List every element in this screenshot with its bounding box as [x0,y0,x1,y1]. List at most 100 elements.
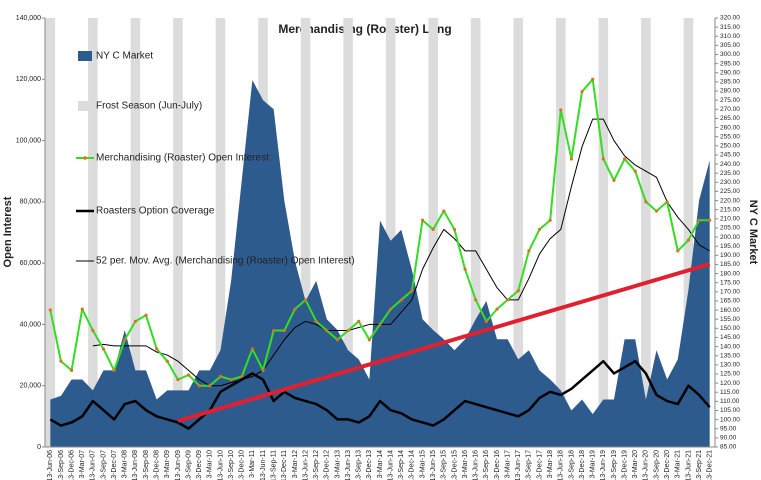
x-tick-label: 13-Dec-09 [196,450,203,480]
y2-tick-label: 235.00 [720,170,740,177]
marker [59,359,63,363]
y-tick-label: 40,000 [20,321,42,328]
marker [410,289,414,293]
x-tick-label: 13-Jun-08 [132,450,139,480]
legend-entry: Merchandising (Roaster) Open Interest [76,153,269,164]
x-tick-label: 13-Dec-19 [621,450,628,480]
marker [452,227,457,232]
y-tick-label: 140,000 [16,15,41,22]
frost-band [45,18,56,447]
legend-swatch [78,51,92,61]
x-tick-label: 13-Sep-21 [696,450,703,480]
x-tick-label: 13-Jun-16 [473,450,480,480]
marker [484,319,488,323]
marker [623,157,627,161]
x-tick-label: 13-Jun-19 [600,450,607,480]
marker [431,227,435,232]
x-tick-label: 3-Mar-11 [249,450,256,478]
marker [144,313,148,317]
marker [335,338,340,342]
marker [580,89,584,94]
marker [69,368,74,372]
x-tick-label: 13-Dec-08 [154,450,161,480]
marker [548,218,552,222]
x-tick-label: 13-Jun-06 [47,450,54,480]
x-tick-label: 3-Mar-14 [377,450,384,479]
marker [240,374,244,379]
x-tick-label: 3-Mar-18 [547,450,554,479]
x-tick-label: 3-Mar-13 [334,450,341,479]
marker [506,298,510,302]
x-tick-label: 13-Dec-12 [324,450,331,480]
y2-tick-label: 195.00 [720,243,740,250]
frost-band [513,18,524,447]
marker [463,267,467,271]
y2-tick-label: 290.00 [720,69,740,76]
x-tick-label: 13-Sep-18 [568,450,575,480]
x-tick-label: 13-Dec-11 [281,450,288,480]
marker [303,298,308,302]
y-tick-label: 80,000 [20,199,42,206]
marker [101,347,106,351]
y-tick-label: 60,000 [20,260,42,267]
y2-tick-label: 135.00 [720,352,740,359]
x-tick-label: 13-Sep-06 [58,450,65,480]
y2-tick-label: 155.00 [720,316,740,323]
x-tick-label: 13-Sep-20 [653,450,660,480]
frost-band [598,18,609,447]
x-tick-label: 13-Sep-19 [611,450,618,480]
legend-swatch [78,101,92,111]
x-tick-label: 13-Sep-10 [228,450,235,480]
marker [218,374,223,379]
y2-tick-label: 125.00 [720,371,740,378]
legend-label: 52 per. Mov. Avg. (Merchandising (Roaste… [96,256,355,267]
marker [420,218,425,222]
x-tick-label: 13-Sep-15 [441,450,448,480]
marker [186,373,191,377]
x-tick-label: 13-Jun-11 [260,450,267,480]
y-tick-label: 120,000 [16,76,41,83]
x-tick-label: 13-Jun-20 [643,450,650,480]
frost-band [215,18,226,447]
x-tick-label: 13-Jun-10 [217,450,224,480]
marker [133,319,137,323]
x-tick-label: 13-Jun-14 [387,450,394,480]
marker [442,209,446,213]
y-tick-label: 20,000 [20,383,42,390]
x-tick-label: 3-Mar-19 [590,450,597,479]
marker [676,249,680,253]
x-tick-label: 13-Sep-09 [185,450,192,480]
marker [155,347,159,351]
frost-band [641,18,651,447]
y2-tick-label: 190.00 [720,252,740,259]
y2-tick-label: 105.00 [720,407,740,414]
x-tick-label: 13-Jun-15 [430,450,437,480]
x-tick-label: 13-Dec-13 [366,450,373,480]
x-tick-label: 13-Dec-20 [664,450,671,480]
frost-band [173,18,183,447]
y2-tick-label: 170.00 [720,289,740,296]
marker [399,298,403,302]
legend-marker [83,156,87,160]
y-axis-label: Open Interest [2,196,14,267]
x-tick-label: 13-Jun-18 [558,450,565,480]
frost-band [556,18,566,447]
y2-tick-label: 200.00 [720,234,740,241]
y2-tick-label: 180.00 [720,270,740,277]
y2-tick-label: 310.00 [720,33,740,40]
legend-label: NY C Market [96,51,153,62]
marker [293,307,297,311]
x-tick-label: 3-Mar-07 [79,450,86,479]
marker [48,308,52,312]
legend-entry: NY C Market [78,51,153,62]
marker [495,307,499,311]
frost-band [88,18,98,447]
marker [389,307,393,311]
x-tick-label: 13-Dec-21 [707,450,714,480]
y2-tick-label: 280.00 [720,88,740,95]
y2-axis-label: NY C Market [747,200,759,265]
marker [612,178,616,183]
y2-tick-label: 160.00 [720,307,740,314]
x-tick-label: 3-Mar-10 [207,450,214,479]
